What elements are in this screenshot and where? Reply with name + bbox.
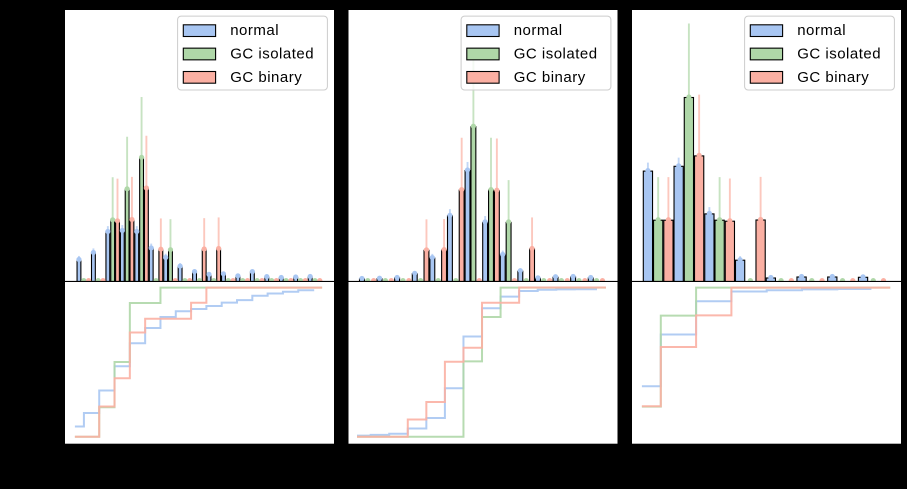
svg-text:normal: normal [514, 22, 563, 39]
svg-text:GC binary: GC binary [797, 69, 869, 86]
svg-text:normal: normal [797, 22, 846, 39]
svg-text:GC isolated: GC isolated [797, 46, 881, 63]
svg-text:GC isolated: GC isolated [230, 46, 314, 63]
svg-text:normal: normal [230, 22, 279, 39]
svg-text:GC binary: GC binary [514, 69, 586, 86]
svg-text:GC binary: GC binary [230, 69, 302, 86]
svg-text:GC isolated: GC isolated [514, 46, 598, 63]
